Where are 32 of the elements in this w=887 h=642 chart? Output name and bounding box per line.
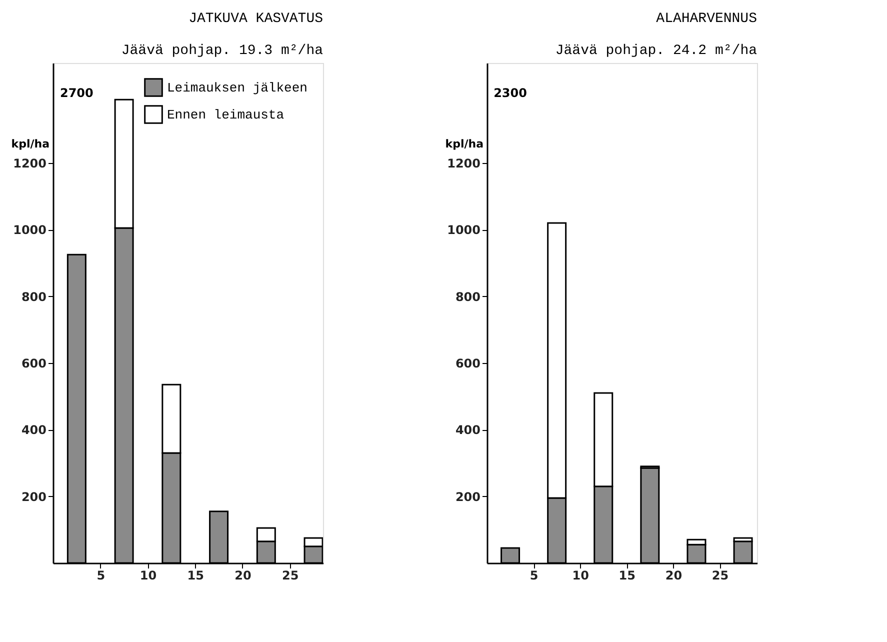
x-tick-label: 10 — [140, 568, 157, 582]
y-tick-label: 1200 — [447, 156, 480, 170]
x-tick-label: 25 — [282, 568, 299, 582]
y-axis-title: kpl/ha — [445, 138, 484, 150]
chart-subtitle: Jäävä pohjap. 24.2 m²/ha — [555, 43, 757, 59]
annotation: 2300 — [494, 86, 527, 100]
y-tick-label: 600 — [455, 356, 480, 370]
y-tick-label: 800 — [455, 290, 480, 304]
y-tick-label: 200 — [21, 490, 46, 504]
y-tick-label: 400 — [455, 423, 480, 438]
y-tick-label: 600 — [21, 356, 46, 370]
chart-subtitle: Jäävä pohjap. 19.3 m²/ha — [121, 43, 323, 59]
legend-label: Leimauksen jälkeen — [167, 80, 308, 96]
x-tick-label: 5 — [530, 568, 538, 582]
y-tick-label: 800 — [21, 290, 46, 304]
y-axis-title: kpl/ha — [11, 138, 50, 150]
x-tick-label: 10 — [572, 568, 589, 582]
x-tick-label: 5 — [96, 568, 106, 582]
chart-title: JATKUVA KASVATUS — [188, 11, 323, 27]
x-tick-label: 15 — [187, 568, 204, 582]
y-tick-label: 400 — [21, 423, 46, 438]
x-tick-label: 15 — [618, 568, 636, 582]
y-tick-label: 1000 — [13, 223, 46, 238]
legend-label: Ennen leimausta — [167, 108, 284, 122]
chart-title: ALAHARVENNUS — [656, 11, 757, 27]
x-tick-label: 20 — [234, 568, 252, 582]
x-tick-label: 25 — [712, 568, 729, 582]
y-tick-label: 200 — [455, 490, 480, 504]
annotation: 2700 — [60, 86, 94, 100]
y-tick-label: 1200 — [13, 156, 46, 170]
y-tick-label: 1000 — [447, 223, 480, 238]
x-tick-label: 20 — [665, 568, 682, 582]
